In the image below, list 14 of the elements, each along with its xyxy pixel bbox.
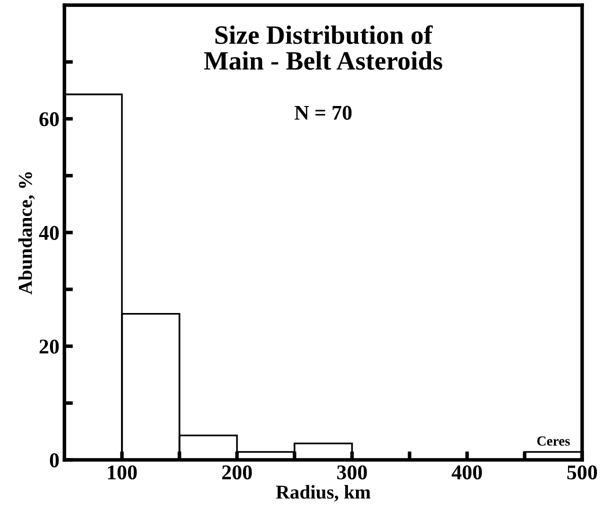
x-tick-label: 200 — [222, 465, 252, 480]
y-tick-label: 20 — [40, 340, 59, 354]
y-tick-label: 0 — [50, 453, 59, 468]
x-tick-label: 500 — [567, 465, 597, 480]
y-tick-label: 40 — [39, 226, 59, 240]
y-axis-title: Abundance, % — [18, 172, 35, 294]
y-tick-label: 60 — [39, 112, 59, 126]
annotation: Ceres — [537, 436, 570, 446]
annotation: N = 70 — [294, 106, 352, 120]
x-tick-label: 100 — [108, 465, 137, 480]
x-tick-label: 400 — [452, 465, 482, 480]
text: Size Distribution of Main - Belt Asteroids — [204, 25, 442, 70]
x-tick-label: 300 — [337, 465, 367, 480]
x-axis-title: Radius, km — [276, 485, 370, 502]
